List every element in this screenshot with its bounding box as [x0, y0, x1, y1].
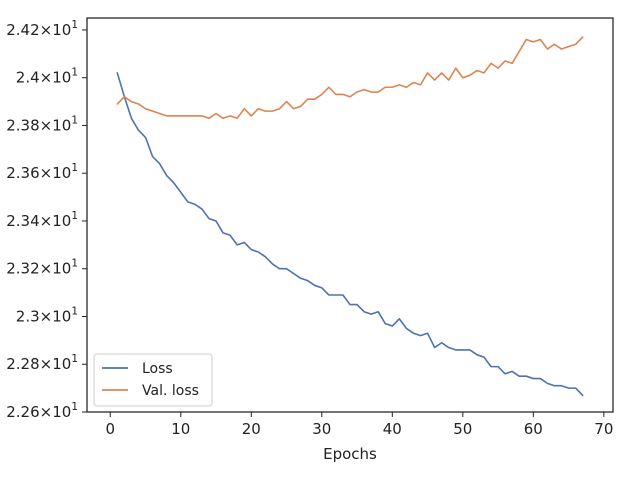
y-tick-base: 10 — [52, 355, 71, 373]
x-tick-label: 20 — [242, 420, 261, 438]
y-tick-base: 10 — [52, 21, 71, 39]
x-tick-label: 50 — [453, 420, 472, 438]
y-tick-base: 10 — [52, 116, 71, 134]
x-tick-label: 60 — [524, 420, 543, 438]
y-tick-label: 2.4×101 — [16, 67, 78, 87]
y-tick-mantissa: 2.26 — [6, 403, 39, 421]
x-tick-label: 30 — [312, 420, 331, 438]
y-tick-label: 2.38×101 — [6, 114, 78, 134]
y-tick-label: 2.3×101 — [16, 305, 78, 325]
series-line-1 — [116, 36, 584, 120]
x-tick-label: 70 — [594, 420, 613, 438]
plot-lines — [116, 36, 584, 397]
y-tick-exponent: 1 — [71, 210, 78, 222]
x-axis-title: Epochs — [323, 445, 377, 463]
y-tick-mantissa: 2.32 — [6, 260, 39, 278]
y-tick-label: 2.26×101 — [6, 401, 78, 421]
y-tick-exponent: 1 — [71, 162, 78, 174]
y-tick-mantissa: 2.34 — [6, 212, 39, 230]
y-tick-exponent: 1 — [71, 353, 78, 365]
y-tick-mantissa: 2.36 — [6, 164, 39, 182]
y-tick-base: 10 — [52, 212, 71, 230]
y-tick-label: 2.28×101 — [6, 353, 78, 373]
y-tick-base: 10 — [52, 307, 71, 325]
y-tick-label: 2.32×101 — [6, 258, 78, 278]
y-tick-base: 10 — [52, 164, 71, 182]
y-tick-base: 10 — [52, 69, 71, 87]
plot-frame — [86, 17, 614, 413]
y-tick-label: 2.42×101 — [6, 19, 78, 39]
y-tick-mantissa: 2.42 — [6, 21, 39, 39]
y-tick-mantissa: 2.3 — [16, 307, 40, 325]
y-tick-base: 10 — [52, 403, 71, 421]
legend: Loss Val. loss — [93, 353, 213, 407]
y-tick-exponent: 1 — [71, 258, 78, 270]
y-tick-exponent: 1 — [71, 401, 78, 413]
x-axis: 0 10 20 30 40 50 60 70 — [105, 412, 613, 438]
y-tick-label: 2.34×101 — [6, 210, 78, 230]
series-line-0 — [116, 72, 584, 397]
y-tick-exponent: 1 — [71, 67, 78, 79]
y-tick-exponent: 1 — [71, 114, 78, 126]
y-tick-exponent: 1 — [71, 19, 78, 31]
legend-box — [93, 353, 213, 407]
x-tick-label: 0 — [105, 420, 115, 438]
y-tick-label: 2.36×101 — [6, 162, 78, 182]
x-tick-label: 10 — [171, 420, 190, 438]
legend-label-1: Val. loss — [142, 383, 199, 399]
y-axis: 2.26×1012.28×1012.3×1012.32×1012.34×1012… — [6, 19, 87, 421]
y-tick-mantissa: 2.4 — [16, 69, 40, 87]
y-tick-base: 10 — [52, 260, 71, 278]
x-tick-label: 40 — [383, 420, 402, 438]
y-tick-mantissa: 2.28 — [6, 355, 39, 373]
y-tick-mantissa: 2.38 — [6, 116, 39, 134]
y-tick-exponent: 1 — [71, 305, 78, 317]
legend-label-0: Loss — [142, 361, 173, 377]
